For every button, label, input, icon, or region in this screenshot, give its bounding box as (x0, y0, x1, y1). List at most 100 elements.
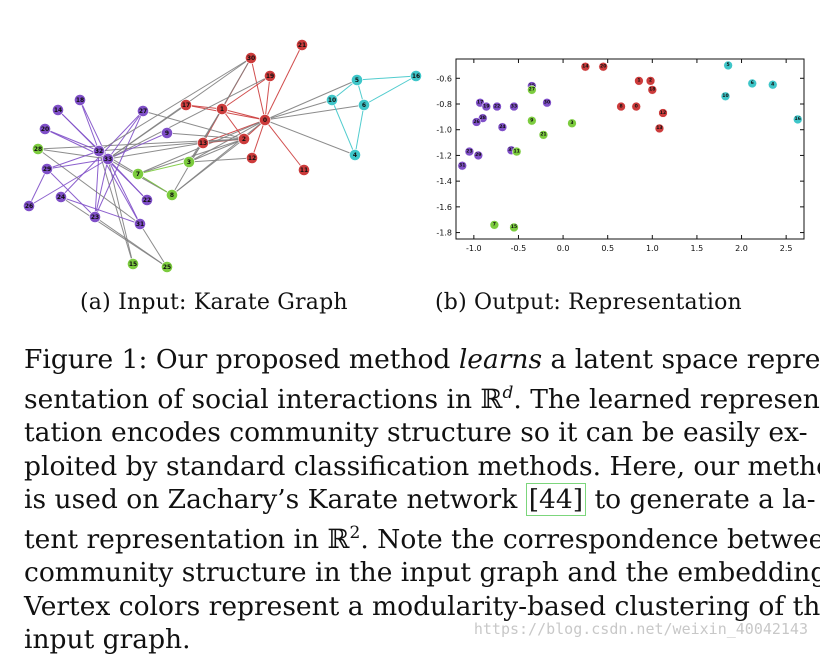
scatter-point-6: 6 (747, 78, 757, 89)
scatter-point-label: 16 (795, 116, 801, 122)
graph-edge (107, 132, 168, 160)
graph-node-label: 19 (266, 73, 274, 80)
graph-node-14: 14 (52, 104, 64, 116)
graph-node-7: 7 (132, 168, 144, 180)
scatter-point-1: 1 (634, 76, 644, 86)
scatter-point-label: 24 (499, 124, 505, 130)
graph-node-22: 22 (141, 194, 153, 206)
graph-node-label: 2 (242, 136, 246, 143)
graph-node-32: 32 (93, 145, 105, 157)
graph-node-label: 29 (43, 166, 51, 173)
graph-node-marker (216, 103, 228, 115)
citation-link[interactable]: [44] (525, 483, 587, 517)
caption-line: sentation of social interactions in ℝd. … (24, 382, 820, 415)
graph-edge (60, 196, 168, 268)
scatter-point-16: 16 (793, 114, 803, 125)
graph-node-12: 12 (246, 152, 258, 164)
graph-node-9: 9 (161, 127, 173, 139)
caption-line: ploited by standard classification metho… (24, 450, 820, 482)
graph-node-label: 24 (57, 194, 65, 201)
graph-node-label: 33 (104, 156, 112, 163)
graph-edge (107, 75, 271, 160)
graph-edge (28, 168, 48, 207)
scatter-point-20: 20 (598, 62, 608, 72)
graph-node-label: 1 (220, 106, 224, 113)
scatter-point-label: 30 (544, 100, 550, 106)
scatter-point-marker (538, 130, 549, 140)
graph-node-label: 22 (143, 197, 151, 204)
graph-node-marker (349, 149, 361, 161)
scatter-point-marker (497, 122, 508, 132)
scatter-point-marker (509, 222, 519, 233)
y-tick-label: -0.6 (436, 74, 452, 83)
scatter-point-19: 19 (481, 101, 491, 112)
graph-node-label: 31 (136, 221, 144, 228)
graph-edge (188, 138, 245, 163)
graph-node-13: 13 (197, 137, 209, 149)
y-tick-label: -1.0 (436, 126, 452, 135)
graph-node-marker (326, 94, 338, 106)
graph-node-marker (264, 70, 276, 82)
graph-nodes: 0123456789101112131415161718192021222324… (23, 39, 422, 273)
scatter-point-label: 31 (459, 163, 465, 169)
graph-node-19: 19 (264, 70, 276, 82)
scatter-point-13: 13 (654, 123, 665, 134)
graph-node-marker (55, 191, 67, 203)
scatter-point-22: 22 (492, 101, 502, 112)
x-tick-label: 2.0 (735, 244, 748, 253)
graph-node-23: 23 (89, 211, 101, 223)
graph-edge (221, 108, 245, 140)
graph-node-8: 8 (166, 189, 178, 201)
graph-node-20: 20 (39, 123, 51, 135)
graph-node-label: 27 (139, 108, 147, 115)
scatter-point-marker (793, 114, 803, 125)
scatter-point-label: 15 (511, 224, 517, 230)
graph-node-label: 4 (353, 152, 357, 159)
graph-edge (185, 104, 223, 110)
graph-node-marker (132, 168, 144, 180)
graph-edge (264, 104, 365, 121)
scatter-point-label: 6 (751, 80, 754, 86)
graph-node-marker (358, 99, 370, 111)
graph-edge (94, 158, 109, 218)
graph-node-marker (245, 52, 257, 64)
scatter-point-label: 11 (513, 148, 519, 154)
graph-node-label: 5 (355, 77, 359, 84)
scatter-point-marker (645, 76, 656, 86)
scatter-point-label: 1 (637, 78, 640, 84)
scatter-point-18: 18 (647, 85, 657, 95)
scatter-point-marker (527, 85, 537, 95)
graph-node-label: 9 (165, 130, 169, 137)
scatter-point-label: 17 (477, 100, 483, 106)
graph-node-4: 4 (349, 149, 361, 161)
scatter-point-label: 28 (480, 115, 486, 121)
graph-node-marker (246, 152, 258, 164)
graph-node-label: 8 (170, 192, 174, 199)
graph-edge (264, 44, 303, 121)
graph-edge (37, 148, 141, 225)
scatter-point-33: 33 (509, 101, 519, 112)
scatter-point-4: 4 (768, 80, 778, 90)
graph-node-marker (141, 194, 153, 206)
scatter-point-31: 31 (457, 161, 467, 171)
scatter-point-marker (723, 60, 733, 71)
graph-edge (28, 158, 109, 207)
scatter-point-8: 8 (616, 101, 626, 112)
scatter-point-marker (658, 108, 668, 118)
graph-node-label: 21 (298, 42, 306, 49)
graph-node-marker (183, 156, 195, 168)
subcaption-a: (a) Input: Karate Graph (80, 290, 348, 315)
graph-node-31: 31 (134, 218, 146, 230)
scatter-point-marker (616, 101, 626, 112)
graph-edge (46, 168, 96, 218)
graph-edge (363, 75, 417, 106)
scatter-point-label: 22 (494, 103, 500, 109)
scatter-point-30: 30 (542, 98, 552, 108)
graph-edge (250, 57, 266, 121)
embedding-scatter-plot: -1.0 -0.5 0.0 0.5 1.0 1.5 2.0 2.5 -0.6 -0.8 -1.0 -1… (436, 58, 805, 253)
graph-node-marker (93, 145, 105, 157)
graph-node-33: 33 (102, 153, 114, 165)
graph-node-marker (180, 99, 192, 111)
plot-frame (455, 58, 805, 240)
scatter-point-5: 5 (723, 60, 733, 71)
